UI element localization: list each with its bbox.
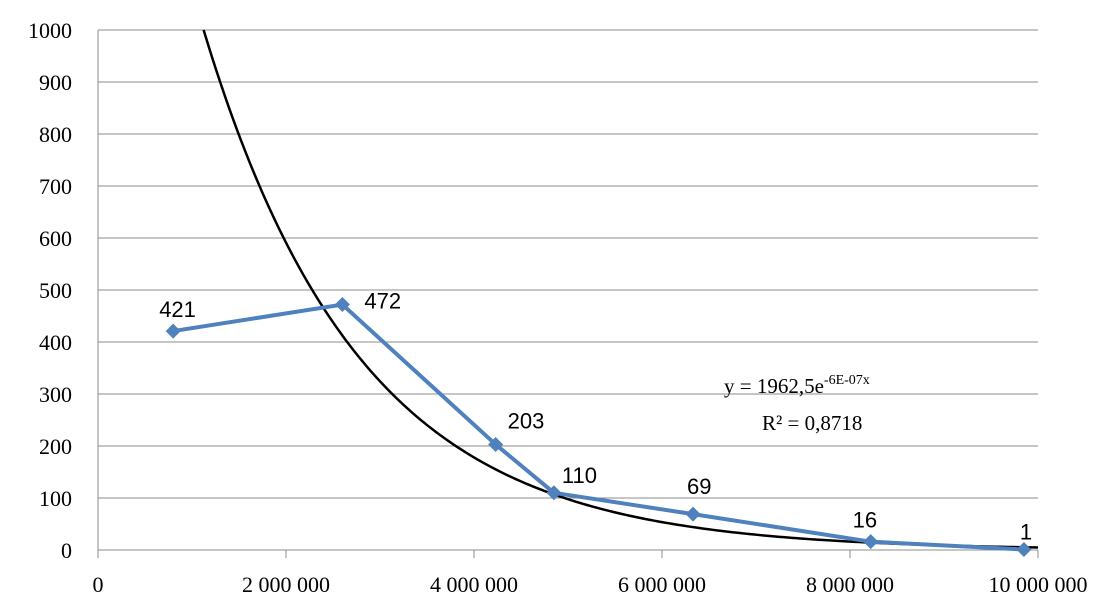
- data-label-110: 110: [562, 463, 597, 488]
- y-axis-ticks: 0 100 200 300 400 500 600 700 800 900 1000: [28, 18, 72, 563]
- y-tick-label-200: 200: [39, 434, 72, 459]
- equation-line: y = 1962,5e-6E-07x: [724, 373, 870, 398]
- y-tick-label-600: 600: [39, 226, 72, 251]
- data-point-1: [1016, 541, 1032, 557]
- trendline-equation: y = 1962,5e-6E-07x R² = 0,8718: [724, 373, 870, 435]
- y-tick-label-900: 900: [39, 70, 72, 95]
- y-tick-label-100: 100: [39, 486, 72, 511]
- data-label-1: 1: [1020, 519, 1032, 544]
- x-tick-label-3: 6 000 000: [618, 572, 706, 597]
- data-point-421: [165, 323, 181, 339]
- x-tick-label-4: 8 000 000: [806, 572, 894, 597]
- data-series: [165, 297, 1032, 557]
- x-tick-label-0: 0: [93, 572, 104, 597]
- data-label-421: 421: [159, 297, 196, 322]
- data-point-69: [685, 506, 701, 522]
- series-line-0: [172, 302, 1025, 552]
- y-tick-label-700: 700: [39, 174, 72, 199]
- y-tick-label-800: 800: [39, 122, 72, 147]
- data-point-110: [546, 485, 562, 501]
- r-squared: R² = 0,8718: [762, 411, 862, 435]
- axes: [97, 30, 1038, 551]
- x-axis-ticks: 0 2 000 000 4 000 000 6 000 000 8 000 000 10 …: [93, 550, 1088, 597]
- y-tick-label-400: 400: [39, 330, 72, 355]
- data-labels: 421 472 203 110 69 16 1: [159, 289, 1032, 545]
- equation-prefix: y = 1962,5e: [724, 374, 824, 398]
- trendline-curve: [202, 29, 1039, 549]
- x-tick-label-5: 10 000 000: [989, 572, 1088, 597]
- data-label-472: 472: [364, 289, 401, 314]
- data-label-203: 203: [508, 408, 545, 433]
- y-tick-label-1000: 1000: [28, 18, 72, 43]
- trendline: [202, 29, 1039, 549]
- data-label-69: 69: [687, 474, 711, 499]
- data-label-16: 16: [853, 508, 877, 533]
- y-tick-label-300: 300: [39, 382, 72, 407]
- data-point-16: [863, 534, 879, 550]
- gridlines: [98, 29, 1038, 499]
- data-point-472: [334, 297, 350, 313]
- x-tick-label-1: 2 000 000: [242, 572, 330, 597]
- data-point-203: [488, 436, 504, 452]
- equation-exponent: -6E-07x: [824, 373, 870, 388]
- x-tick-label-2: 4 000 000: [430, 572, 518, 597]
- y-tick-label-500: 500: [39, 278, 72, 303]
- y-tick-label-0: 0: [61, 538, 72, 563]
